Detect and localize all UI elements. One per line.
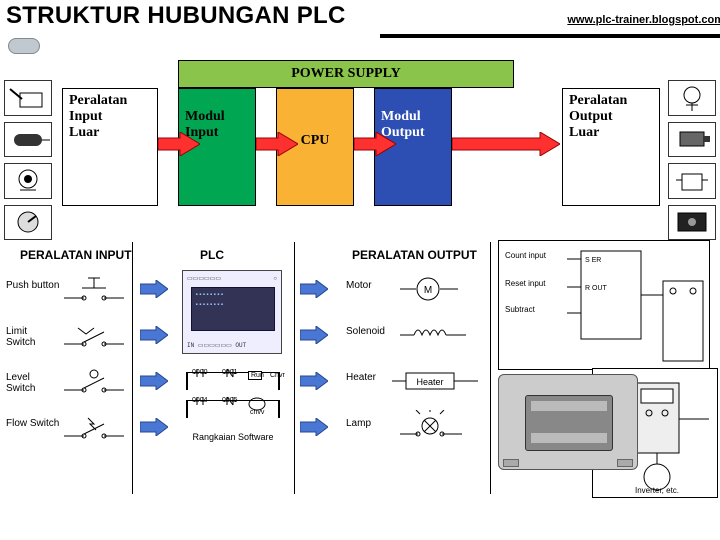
row-pushbutton: Push button Motor M	[4, 270, 494, 316]
inv-label: Inverter, etc.	[635, 486, 679, 495]
limit-label: Limit Switch	[6, 326, 35, 348]
arrow-out-3	[300, 372, 328, 395]
arrow-3	[354, 132, 396, 156]
row-flow: Flow Switch Lamp	[4, 408, 494, 454]
b-mo-l1: Modul	[381, 109, 421, 124]
arrow-out-2	[300, 326, 328, 349]
svg-text:R OUT: R OUT	[585, 285, 608, 292]
b-in-l3: Luar	[69, 125, 99, 140]
lamp-label: Lamp	[346, 418, 371, 429]
b-in-l2: Input	[69, 109, 102, 124]
motor-symbol: M	[400, 274, 460, 304]
hdr-plc: PLC	[200, 248, 224, 262]
contactor-icon	[668, 163, 716, 199]
row-limit: Limit Switch Solenoid	[4, 316, 494, 362]
arrow-out-1	[300, 280, 328, 303]
page-header: STRUKTUR HUBUNGAN PLC www.plc-trainer.bl…	[0, 0, 720, 42]
hdr-input: PERALATAN INPUT	[20, 248, 132, 262]
relay-icon	[668, 205, 716, 241]
pushbutton-icon	[4, 163, 52, 199]
header-rule	[380, 34, 720, 38]
c-sub: Subtract	[505, 305, 535, 314]
b-out-l3: Luar	[569, 125, 599, 140]
flow-symbol	[60, 412, 140, 446]
c-reset: Reset input	[505, 279, 545, 288]
motor-icon	[668, 122, 716, 158]
c-count: Count input	[505, 251, 546, 260]
lamp-symbol	[400, 410, 470, 446]
motor-label: Motor	[346, 280, 372, 291]
row-level: Level Switch Heater Heater	[4, 362, 494, 408]
b-mi-l1: Modul	[185, 109, 225, 124]
heater-label: Heater	[346, 372, 376, 383]
hdr-output: PERALATAN OUTPUT	[352, 248, 477, 262]
rotary-switch-icon	[4, 205, 52, 241]
solenoid-symbol	[400, 320, 470, 350]
page-title: STRUKTUR HUBUNGAN PLC	[6, 2, 346, 30]
level-label: Level Switch	[6, 372, 35, 394]
level-symbol	[60, 366, 140, 400]
svg-text:Heater: Heater	[416, 377, 443, 387]
pushbutton-symbol	[60, 274, 140, 308]
limit-switch-icon	[4, 80, 52, 116]
lamp-icon	[668, 80, 716, 116]
arrow-out-4	[300, 418, 328, 441]
counter-card: Count input Reset input Subtract S ER R …	[498, 240, 710, 370]
limit-symbol	[60, 320, 140, 354]
plc-hw-icon-card	[498, 374, 638, 470]
heater-symbol: Heater	[392, 366, 482, 396]
b-out-l2: Output	[569, 109, 613, 124]
solenoid-label: Solenoid	[346, 326, 385, 337]
output-device-column	[668, 80, 718, 240]
flow-label: Flow Switch	[6, 418, 59, 429]
push-label: Push button	[6, 280, 59, 291]
input-device-column	[4, 80, 54, 240]
arrow-in-4	[140, 418, 168, 441]
arrow-in-3	[140, 372, 168, 395]
arrow-in-1	[140, 280, 168, 303]
sensor-icon	[4, 122, 52, 158]
b-out-l1: Peralatan	[569, 93, 627, 108]
arrow-1	[158, 132, 200, 156]
plc-block-diagram: POWER SUPPLY Peralatan Input Luar Modul …	[0, 60, 720, 230]
source-url[interactable]: www.plc-trainer.blogspot.com	[567, 14, 720, 26]
b-in-l1: Peralatan	[69, 93, 127, 108]
svg-text:S ER: S ER	[585, 257, 601, 264]
arrow-2	[256, 132, 298, 156]
power-supply-block: POWER SUPPLY	[178, 60, 514, 88]
external-output-block: Peralatan Output Luar	[562, 88, 660, 206]
lower-layout: PERALATAN INPUT PLC PERALATAN OUTPUT ▭▭▭…	[0, 248, 720, 538]
arrow-in-2	[140, 326, 168, 349]
logo-pill	[8, 38, 40, 54]
external-input-block: Peralatan Input Luar	[62, 88, 158, 206]
arrow-4	[452, 132, 560, 156]
svg-text:M: M	[424, 285, 432, 296]
